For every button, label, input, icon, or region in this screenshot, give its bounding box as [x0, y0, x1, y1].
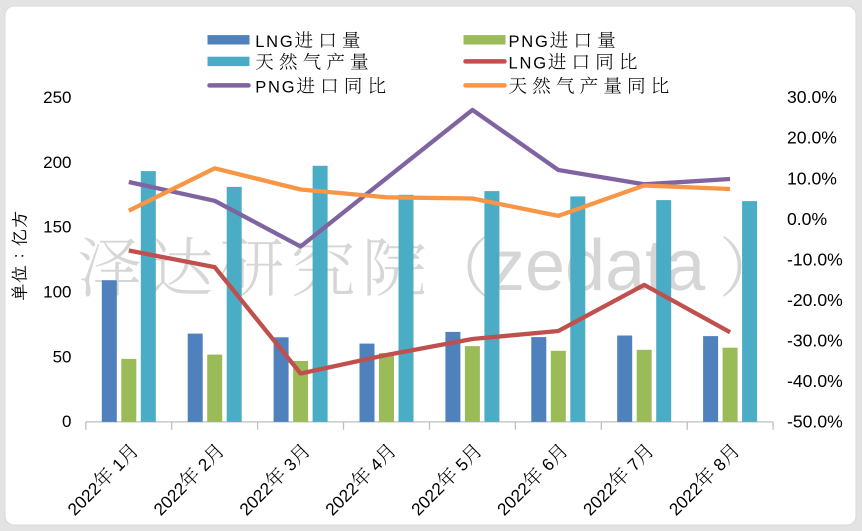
svg-text:30.0%: 30.0% [787, 87, 837, 107]
svg-text:10.0%: 10.0% [787, 168, 837, 188]
svg-text:-10.0%: -10.0% [787, 249, 843, 269]
svg-text:150: 150 [43, 218, 71, 237]
svg-text:50: 50 [53, 347, 72, 366]
svg-text:LNG: LNG [509, 54, 548, 72]
svg-text:-20.0%: -20.0% [787, 290, 843, 310]
svg-text:-40.0%: -40.0% [787, 371, 843, 391]
svg-text:100: 100 [43, 283, 71, 302]
svg-text:PNG: PNG [255, 78, 296, 96]
svg-text:0: 0 [62, 412, 71, 431]
svg-text:20.0%: 20.0% [787, 128, 837, 148]
svg-text:PNG: PNG [509, 33, 550, 51]
svg-text:zedata: zedata [489, 226, 706, 306]
svg-text:200: 200 [43, 153, 71, 172]
svg-text:LNG: LNG [255, 33, 294, 51]
svg-text:0.0%: 0.0% [787, 209, 827, 229]
svg-text:250: 250 [43, 88, 71, 107]
svg-text:-50.0%: -50.0% [787, 412, 843, 432]
svg-text:-30.0%: -30.0% [787, 330, 843, 350]
